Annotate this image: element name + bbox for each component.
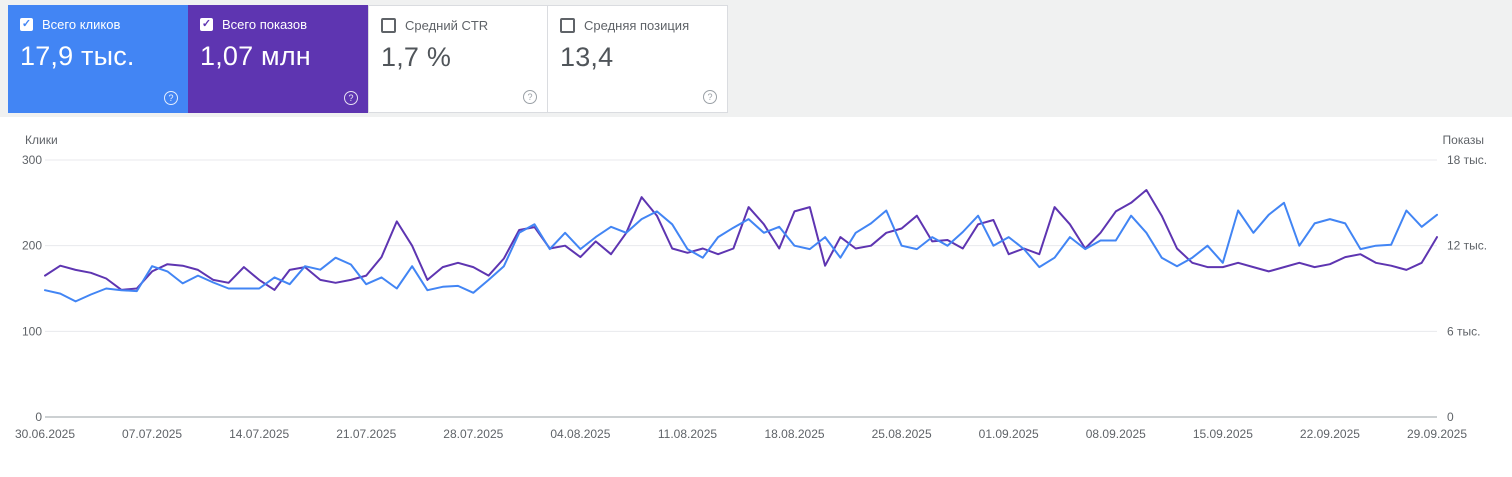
axis-titles: Клики Показы (0, 133, 1512, 148)
x-axis-tick-label: 29.09.2025 (1407, 427, 1467, 441)
x-axis-tick-label: 28.07.2025 (443, 427, 503, 441)
metric-card-ctr[interactable]: Средний CTR 1,7 %? (368, 5, 548, 113)
unchecked-checkbox-icon[interactable] (381, 18, 396, 33)
x-axis-tick-label: 11.08.2025 (658, 427, 717, 441)
left-axis-tick-label: 200 (22, 239, 42, 253)
right-axis-tick-label: 18 тыс. (1447, 153, 1487, 167)
checked-checkbox-icon[interactable]: ✓ (200, 18, 213, 31)
x-axis-tick-label: 14.07.2025 (229, 427, 289, 441)
x-axis-tick-label: 21.07.2025 (336, 427, 396, 441)
metric-value: 1,7 % (381, 42, 452, 72)
right-axis-tick-label: 12 тыс. (1447, 239, 1487, 253)
metric-card-clicks[interactable]: ✓ Всего кликов 17,9 тыс.? (8, 5, 188, 113)
metric-value: 17,9 тыс. (20, 41, 135, 71)
help-icon[interactable]: ? (523, 90, 537, 104)
x-axis-tick-label: 01.09.2025 (979, 427, 1039, 441)
metric-card-position[interactable]: Средняя позиция 13,4? (548, 5, 728, 113)
performance-chart-svg[interactable]: 0 100 200 300 0 6 тыс. 12 тыс. 18 тыс. 30.06.202… (0, 148, 1512, 470)
metric-value: 1,07 млн (200, 41, 311, 71)
right-axis-title: Показы (1442, 133, 1484, 147)
x-axis-tick-label: 15.09.2025 (1193, 427, 1253, 441)
series-line-impressions (44, 189, 1438, 291)
left-axis-tick-label: 100 (22, 324, 42, 338)
x-axis-tick-label: 25.08.2025 (872, 427, 932, 441)
unchecked-checkbox-icon[interactable] (560, 18, 575, 33)
metric-label: Всего кликов (42, 17, 121, 32)
series-line-clicks (44, 201, 1438, 303)
metric-cards: ✓ Всего кликов 17,9 тыс.? ✓ Всего показов 1,0… (0, 0, 1512, 117)
metric-label: Всего показов (222, 17, 307, 32)
metric-card-header: ✓ Всего кликов (20, 17, 176, 32)
metric-label: Средний CTR (405, 18, 489, 33)
metric-label: Средняя позиция (584, 18, 690, 33)
metric-card-header: Средняя позиция (560, 18, 715, 33)
left-axis-title: Клики (25, 133, 58, 147)
x-axis-tick-label: 22.09.2025 (1300, 427, 1360, 441)
metric-value: 13,4 (560, 42, 614, 72)
metric-card-header: ✓ Всего показов (200, 17, 356, 32)
help-icon[interactable]: ? (703, 90, 717, 104)
x-axis-tick-label: 08.09.2025 (1086, 427, 1146, 441)
x-axis-tick-label: 04.08.2025 (550, 427, 610, 441)
help-icon[interactable]: ? (164, 91, 178, 105)
x-axis-tick-label: 30.06.2025 (15, 427, 75, 441)
right-axis-tick-label: 6 тыс. (1447, 324, 1480, 338)
metric-card-impressions[interactable]: ✓ Всего показов 1,07 млн? (188, 5, 368, 113)
left-axis-tick-label: 0 (35, 410, 42, 424)
left-axis-tick-label: 300 (22, 153, 42, 167)
metric-card-header: Средний CTR (381, 18, 535, 33)
x-axis-tick-label: 18.08.2025 (765, 427, 825, 441)
right-axis-tick-label: 0 (1447, 410, 1454, 424)
chart-panel: Клики Показы 0 100 200 300 0 6 тыс. 12 тыс. 18 … (0, 117, 1512, 477)
x-axis-tick-label: 07.07.2025 (122, 427, 182, 441)
checked-checkbox-icon[interactable]: ✓ (20, 18, 33, 31)
help-icon[interactable]: ? (344, 91, 358, 105)
